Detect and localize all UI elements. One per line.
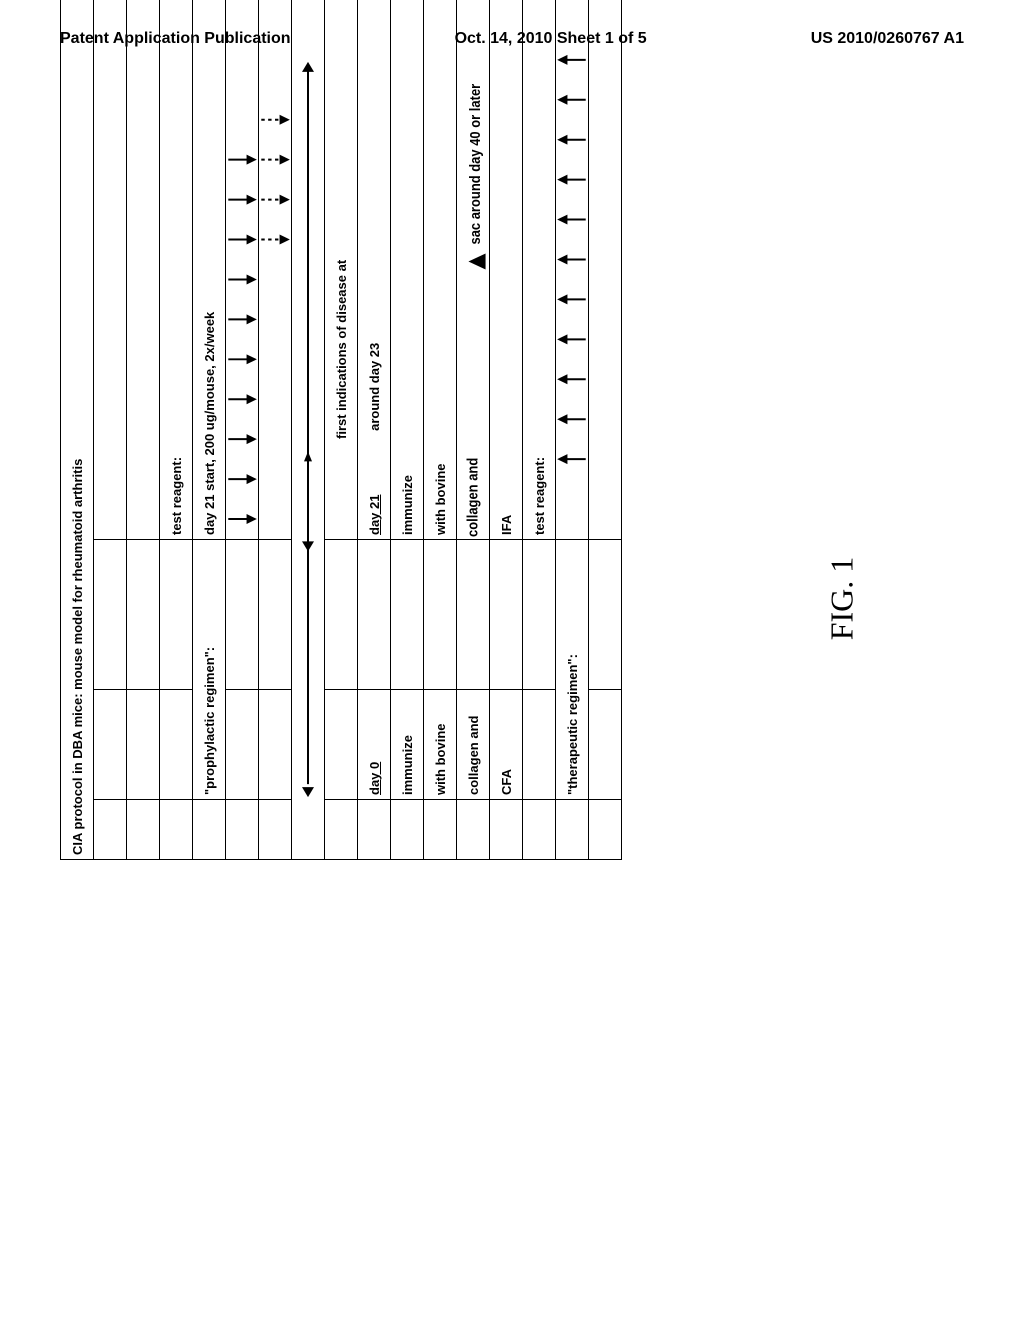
table-title: CIA protocol in DBA mice: mouse model fo… bbox=[61, 0, 94, 860]
first-indications-label: first indications of disease at bbox=[325, 0, 358, 540]
prophylactic-dotted-arrows bbox=[259, 0, 292, 540]
collagen-sac-row: collagen and sac around day 40 or later bbox=[457, 0, 490, 540]
svg-text:collagen and: collagen and bbox=[464, 458, 481, 537]
therapeutic-label: "therapeutic regimen": bbox=[556, 540, 589, 800]
header-right: US 2010/0260767 A1 bbox=[811, 30, 964, 48]
day0-label: day 0 bbox=[358, 690, 391, 800]
prophylactic-label: "prophylactic regimen": bbox=[193, 540, 226, 800]
svg-text:sac around day 40 or later: sac around day 40 or later bbox=[466, 83, 483, 244]
ifa-label: IFA bbox=[490, 0, 523, 540]
with-bovine-1: with bovine bbox=[424, 690, 457, 800]
immunize-label-1: immunize bbox=[391, 690, 424, 800]
with-bovine-2: with bovine bbox=[424, 0, 457, 540]
prophylactic-solid-arrows bbox=[226, 0, 259, 540]
main-timeline bbox=[292, 0, 325, 860]
test-reagent2-label: test reagent: bbox=[523, 0, 556, 540]
immunize-label-2: immunize bbox=[391, 0, 424, 540]
cfa-label: CFA bbox=[490, 690, 523, 800]
cia-protocol-table: CIA protocol in DBA mice: mouse model fo… bbox=[60, 0, 622, 860]
day21-start-label: day 21 start, 200 ug/mouse, 2x/week bbox=[193, 0, 226, 540]
around-day23-label: around day 23 bbox=[367, 343, 382, 431]
test-reagent-label: test reagent: bbox=[160, 0, 193, 540]
therapeutic-arrows bbox=[556, 0, 589, 540]
figure-label: FIG. 1 bbox=[824, 557, 861, 641]
day21-label: day 21 bbox=[367, 495, 382, 535]
collagen-and-1: collagen and bbox=[457, 690, 490, 800]
